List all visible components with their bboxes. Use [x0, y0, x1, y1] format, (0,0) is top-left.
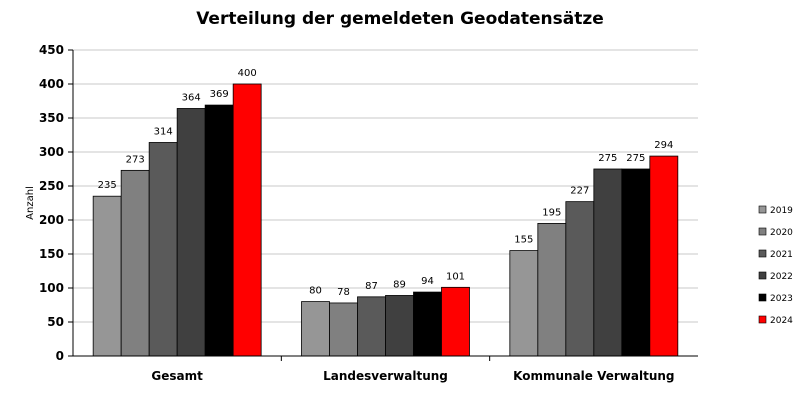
y-tick-label: 0	[56, 349, 64, 363]
legend-swatch-2021	[758, 249, 767, 258]
data-label: 369	[210, 89, 229, 100]
y-tick-label: 300	[39, 145, 64, 159]
legend-label: 2021	[770, 250, 793, 260]
data-label: 275	[626, 153, 645, 164]
y-tick-label: 400	[39, 77, 64, 91]
bar-2021-0	[148, 142, 178, 357]
legend-swatch-2022	[758, 271, 767, 280]
category-label: Gesamt	[151, 369, 203, 383]
bar-2024-1	[441, 286, 470, 357]
bars	[92, 83, 679, 357]
data-label: 364	[182, 92, 201, 103]
data-label: 400	[238, 68, 257, 79]
y-tick-label: 350	[39, 111, 64, 125]
legend-swatch-2020	[758, 227, 767, 236]
chart-title: Verteilung der gemeldeten Geodatensätze	[196, 9, 604, 29]
legend-label: 2019	[770, 206, 793, 216]
legend-swatch-2019	[758, 205, 767, 214]
data-label: 78	[337, 287, 350, 298]
bar-2020-2	[537, 222, 567, 357]
legend-label: 2020	[770, 228, 793, 238]
y-axis-label: Anzahl	[25, 186, 36, 220]
bar-2023-1	[413, 291, 442, 357]
data-label: 273	[126, 154, 145, 165]
category-labels: Gesamt Landesverwaltung Kommunale Verwaltu…	[151, 369, 674, 383]
category-label: Kommunale Verwaltung	[513, 369, 674, 383]
y-tick-label: 200	[39, 213, 64, 227]
bar-2024-0	[232, 83, 262, 357]
bar-2022-0	[176, 108, 206, 357]
bar-2019-1	[301, 301, 330, 357]
legend-label: 2024	[770, 316, 793, 326]
data-label: 235	[98, 180, 117, 191]
y-tick-label: 50	[47, 315, 64, 329]
data-label: 80	[309, 286, 322, 297]
data-label: 155	[514, 235, 533, 246]
y-tick-label: 150	[39, 247, 64, 261]
data-label: 314	[154, 126, 173, 137]
y-tick-label: 250	[39, 179, 64, 193]
bar-2023-2	[621, 168, 651, 357]
data-label: 101	[446, 271, 465, 282]
y-tick-labels: 0 50 100 150 200 250 300 350 400 450	[39, 43, 64, 363]
data-label: 87	[365, 281, 378, 292]
data-label: 294	[654, 140, 673, 151]
bar-2022-1	[385, 295, 414, 357]
data-label: 195	[542, 207, 561, 218]
data-label: 94	[421, 276, 434, 287]
axes	[68, 49, 698, 361]
data-label: 227	[570, 186, 589, 197]
y-tick-label: 450	[39, 43, 64, 57]
legend-swatch-2024	[758, 315, 767, 324]
y-tick-label: 100	[39, 281, 64, 295]
bar-2023-0	[204, 104, 234, 357]
legend: 2019 2020 2021 2022 2023 2024	[758, 205, 793, 326]
data-label: 89	[393, 279, 406, 290]
bar-2022-2	[593, 168, 623, 357]
legend-label: 2023	[770, 294, 793, 304]
legend-swatch-2023	[758, 293, 767, 302]
category-label: Landesverwaltung	[323, 369, 448, 383]
bar-2020-0	[120, 169, 150, 357]
bar-2024-2	[649, 155, 679, 357]
bar-2019-0	[92, 195, 122, 357]
bar-2019-2	[509, 250, 539, 357]
bar-2020-1	[329, 302, 358, 357]
data-label: 275	[598, 153, 617, 164]
legend-label: 2022	[770, 272, 793, 282]
data-labels: 235 273 314 364 369 400 80 78 87 89 94 101 155 195 227…	[98, 68, 674, 298]
bar-2021-2	[565, 201, 595, 357]
bar-2021-1	[357, 296, 386, 357]
